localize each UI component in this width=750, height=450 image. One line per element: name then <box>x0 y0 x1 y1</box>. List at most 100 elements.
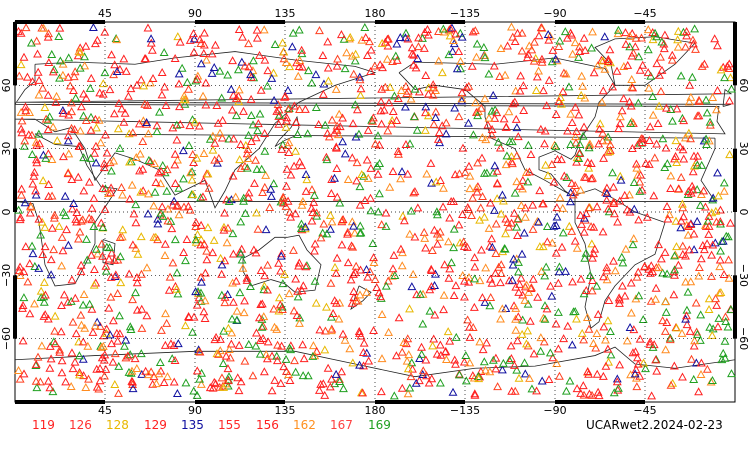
station-marker-icon <box>112 67 122 76</box>
station-marker-icon <box>143 100 152 109</box>
station-marker-icon <box>581 285 591 294</box>
station-marker-icon <box>25 309 35 318</box>
station-marker-icon <box>696 358 706 367</box>
station-marker-icon <box>440 260 450 269</box>
station-marker-icon <box>255 335 265 344</box>
station-marker-icon <box>679 27 688 36</box>
station-marker-icon <box>172 201 181 210</box>
station-marker-icon <box>155 107 164 116</box>
station-marker-icon <box>345 32 355 41</box>
station-marker-icon <box>33 49 42 58</box>
station-marker-icon <box>463 315 473 324</box>
station-marker-icon <box>19 369 29 378</box>
station-marker-icon <box>615 112 625 121</box>
coastline <box>14 346 736 378</box>
station-marker-icon <box>428 90 438 99</box>
station-marker-icon <box>660 162 670 171</box>
station-marker-icon <box>355 182 365 191</box>
station-marker-icon <box>472 187 482 196</box>
station-marker-icon <box>591 343 601 352</box>
station-marker-icon <box>374 288 384 297</box>
station-marker-icon <box>39 23 49 32</box>
station-marker-icon <box>136 232 146 241</box>
station-marker-icon <box>702 364 712 373</box>
station-marker-icon <box>370 274 380 283</box>
station-marker-icon <box>448 46 458 55</box>
station-marker-icon <box>704 229 714 238</box>
legend-item: 119 <box>32 418 55 432</box>
station-marker-icon <box>704 294 714 303</box>
station-marker-icon <box>379 105 389 114</box>
station-marker-icon <box>246 70 255 79</box>
station-marker-icon <box>266 191 276 200</box>
station-marker-icon <box>48 67 58 76</box>
station-marker-icon <box>84 177 94 186</box>
station-marker-icon <box>328 309 338 318</box>
station-marker-icon <box>594 391 604 400</box>
station-marker-icon <box>217 133 227 142</box>
station-marker-icon <box>660 30 670 39</box>
station-marker-icon <box>578 131 588 140</box>
right-lat-label: −30 <box>737 264 750 287</box>
station-marker-icon <box>283 85 293 94</box>
station-marker-icon <box>555 262 564 271</box>
station-marker-icon <box>89 193 99 202</box>
frame-segment <box>375 400 465 404</box>
station-marker-icon <box>590 244 600 253</box>
station-marker-icon <box>310 351 320 360</box>
station-marker-icon <box>281 58 291 67</box>
station-marker-icon <box>684 222 693 231</box>
station-marker-icon <box>414 42 423 51</box>
station-marker-icon <box>376 387 386 396</box>
station-marker-icon <box>352 105 362 114</box>
station-marker-icon <box>118 190 127 199</box>
station-marker-icon <box>524 287 534 296</box>
station-marker-icon <box>86 250 96 259</box>
station-marker-icon <box>38 83 48 92</box>
station-marker-icon <box>523 49 533 58</box>
station-marker-icon <box>128 295 138 304</box>
station-marker-icon <box>602 136 612 145</box>
station-marker-icon <box>612 66 622 75</box>
station-marker-icon <box>155 357 165 367</box>
station-marker-icon <box>228 56 238 65</box>
station-marker-icon <box>403 334 413 343</box>
station-marker-icon <box>88 327 98 336</box>
station-marker-icon <box>16 28 26 37</box>
station-marker-icon <box>54 31 64 40</box>
station-marker-icon <box>284 138 294 147</box>
station-marker-icon <box>459 357 469 366</box>
station-marker-icon <box>47 191 57 200</box>
station-marker-icon <box>599 322 609 331</box>
station-marker-icon <box>286 345 296 354</box>
station-marker-icon <box>75 47 85 56</box>
station-marker-icon <box>428 341 438 350</box>
station-marker-icon <box>167 224 177 233</box>
station-marker-icon <box>64 149 74 158</box>
station-marker-icon <box>553 344 563 353</box>
station-marker-icon <box>579 213 589 222</box>
station-marker-icon <box>222 238 232 247</box>
station-marker-icon <box>218 358 228 368</box>
station-marker-icon <box>683 186 693 196</box>
station-marker-icon <box>451 332 461 341</box>
station-marker-icon <box>481 263 491 272</box>
station-marker-icon <box>516 273 526 282</box>
station-marker-icon <box>684 245 694 254</box>
station-marker-icon <box>109 255 119 264</box>
station-marker-icon <box>347 51 357 60</box>
station-marker-icon <box>380 82 390 91</box>
station-marker-icon <box>258 187 268 196</box>
station-marker-icon <box>478 345 488 354</box>
station-marker-icon <box>629 325 639 334</box>
station-marker-icon <box>717 355 727 364</box>
station-marker-icon <box>682 311 691 320</box>
station-marker-icon <box>518 290 528 299</box>
station-marker-icon <box>496 269 506 278</box>
station-marker-icon <box>272 356 282 365</box>
station-marker-icon <box>666 380 676 389</box>
station-marker-icon <box>484 223 494 232</box>
station-marker-icon <box>267 351 277 360</box>
left-lat-label: 30 <box>0 142 13 156</box>
